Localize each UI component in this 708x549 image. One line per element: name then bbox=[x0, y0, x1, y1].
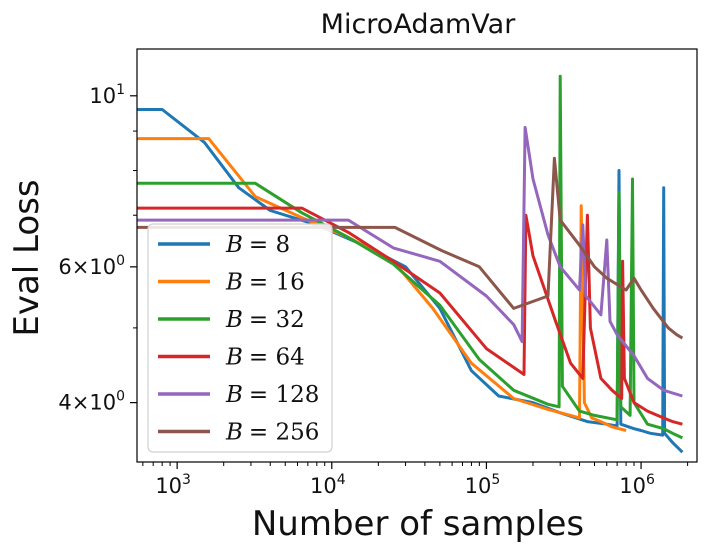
legend-label: B = 256 bbox=[225, 420, 319, 446]
plot-area bbox=[137, 74, 684, 454]
y-tick-label: 4×100 bbox=[58, 389, 125, 415]
x-tick-label: 104 bbox=[310, 472, 346, 498]
series-line-b128 bbox=[137, 125, 683, 398]
legend-label: B = 64 bbox=[225, 345, 305, 371]
y-tick-label: 101 bbox=[89, 82, 125, 108]
legend-label: B = 8 bbox=[225, 232, 290, 258]
x-tick-label: 105 bbox=[465, 472, 501, 498]
legend-label: B = 16 bbox=[225, 270, 305, 296]
axes: 103 104 105 106 4×100 6×100 101 bbox=[58, 48, 698, 498]
legend-box bbox=[147, 223, 333, 453]
legend-label: B = 128 bbox=[225, 382, 319, 408]
x-tick-label: 106 bbox=[619, 472, 655, 498]
series-line-b256 bbox=[137, 156, 684, 340]
x-axis-label: Number of samples bbox=[252, 504, 584, 544]
x-tick-label: 103 bbox=[155, 472, 191, 498]
legend-label: B = 32 bbox=[225, 307, 305, 333]
series-line-b32 bbox=[137, 74, 684, 440]
y-tick-label: 6×100 bbox=[58, 253, 125, 279]
chart-title: MicroAdamVar bbox=[321, 9, 517, 40]
y-axis-label: Eval Loss bbox=[7, 179, 47, 336]
series-line-b16 bbox=[137, 137, 627, 432]
plot-frame bbox=[136, 48, 698, 463]
legend: B = 8 B = 16 B = 32 B = 64 B = 128 B = 256 bbox=[147, 223, 333, 453]
series-group bbox=[137, 74, 684, 454]
